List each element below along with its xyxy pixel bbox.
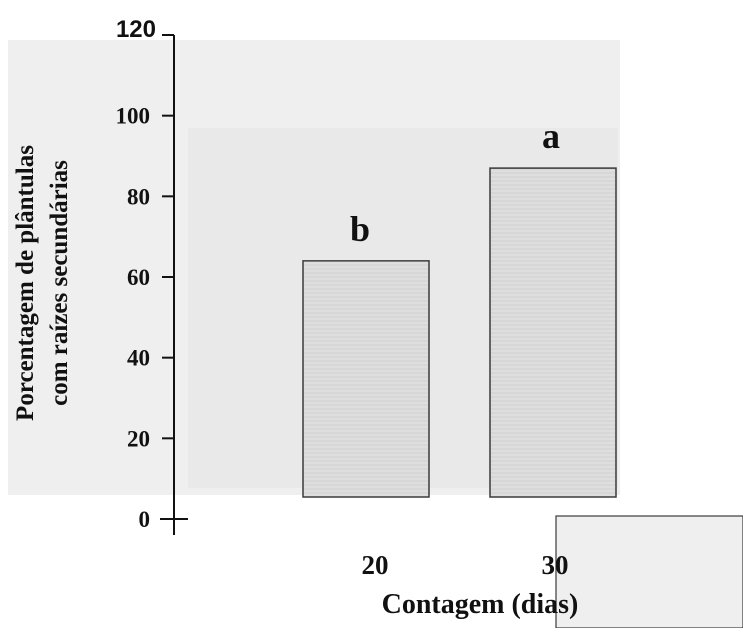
- y-tick-label: 20: [127, 426, 150, 451]
- x-axis-tick-labels: 20 30: [362, 550, 569, 580]
- y-axis-tick-labels: 0 20 40 60 80 100 120: [116, 16, 157, 532]
- bars-group: [302, 167, 617, 498]
- y-tick-label: 0: [139, 507, 151, 532]
- bar-20: [302, 260, 430, 498]
- y-tick-label: 80: [127, 184, 150, 209]
- significance-letter: a: [542, 116, 560, 156]
- y-tick-label: 60: [127, 265, 150, 290]
- x-tick-label: 30: [542, 550, 569, 580]
- y-tick-label: 100: [116, 104, 151, 129]
- bar-30: [489, 167, 617, 498]
- significance-letters: ba: [350, 116, 560, 249]
- y-tick-label: 40: [127, 346, 150, 371]
- y-axis-label-line-2: com raízes secundárias: [46, 160, 73, 406]
- y-axis-ticks: [160, 34, 188, 520]
- significance-letter: b: [350, 209, 370, 249]
- x-axis-label: Contagem (dias): [382, 589, 579, 620]
- x-tick-label: 20: [362, 550, 389, 580]
- scan-fragment: [555, 515, 743, 628]
- y-axis-label-line-1: Porcentagem de plântulas: [12, 145, 39, 421]
- y-tick-label: 120: [116, 16, 156, 43]
